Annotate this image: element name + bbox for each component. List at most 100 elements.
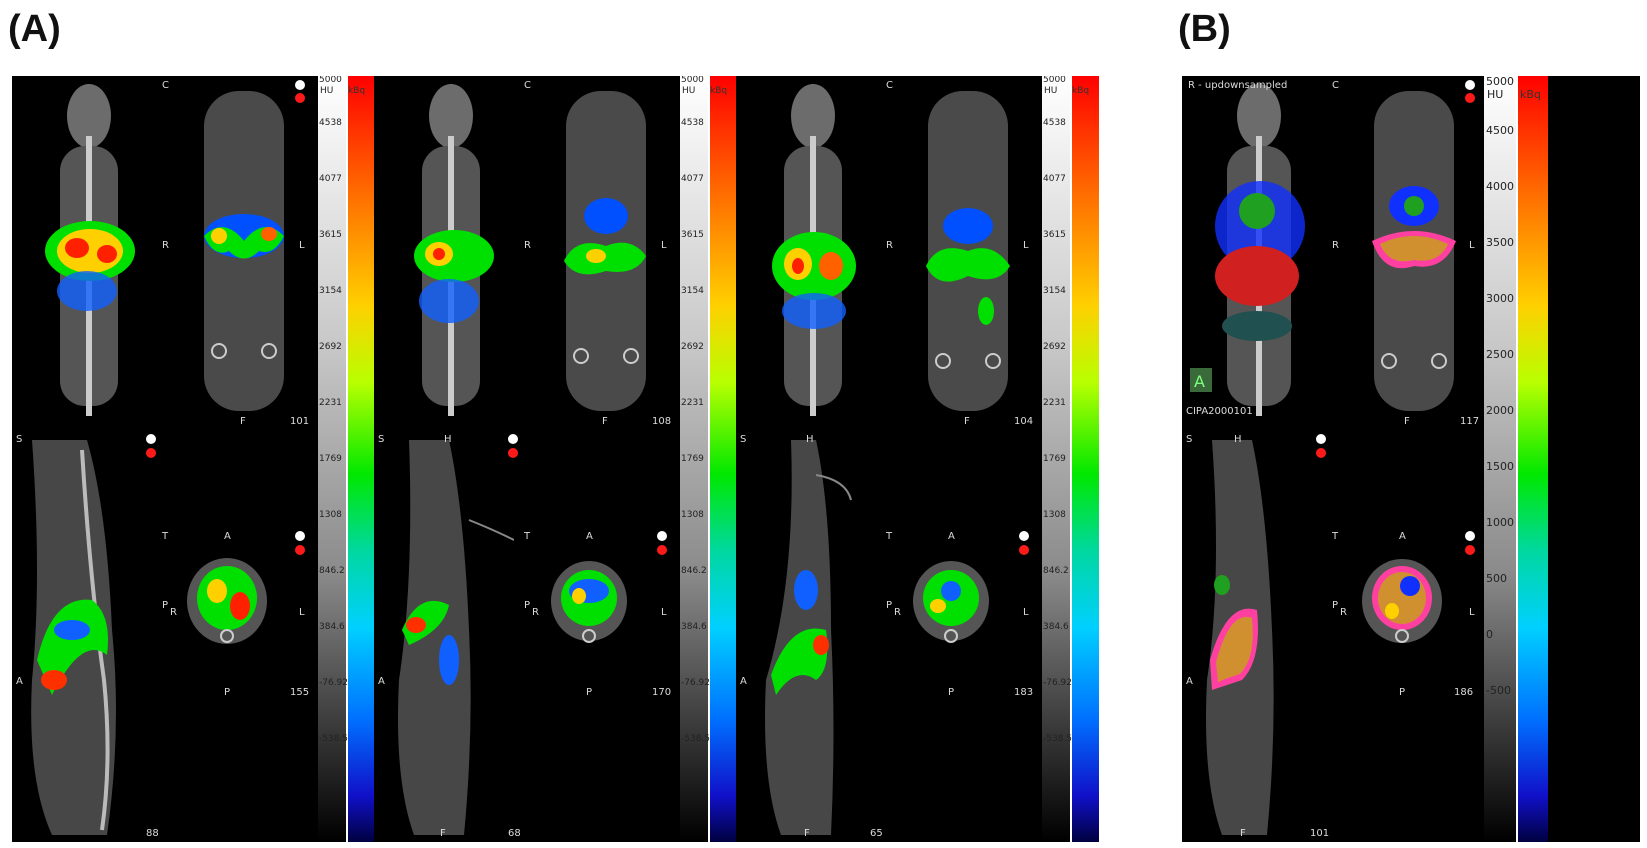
orient-p: P <box>886 600 893 611</box>
orient-l: L <box>1023 240 1029 251</box>
axial-slice-number: 170 <box>652 687 672 698</box>
orient-r: R <box>170 607 177 618</box>
orient-t: T <box>162 531 169 542</box>
orient-s: S <box>378 434 385 445</box>
orient-f: F <box>240 416 246 427</box>
white-dot-icon <box>1465 531 1475 541</box>
coronal-image <box>174 76 314 428</box>
axial-slice-number: 183 <box>1014 687 1034 698</box>
hu-tick: 384.6 <box>319 622 345 632</box>
hu-tick: 4538 <box>681 118 704 128</box>
white-dot-icon <box>1465 80 1475 90</box>
hu-tick: 4538 <box>319 118 342 128</box>
orient-l: L <box>299 607 305 618</box>
hu-tick: 2500 <box>1486 348 1514 361</box>
hu-label: HU <box>1044 86 1058 96</box>
white-dot-icon <box>295 531 305 541</box>
orient-a: A <box>948 531 955 542</box>
sagittal-slice-number: 65 <box>870 828 883 839</box>
hu-tick: 2692 <box>1043 342 1066 352</box>
orient-a: A <box>378 676 385 687</box>
orient-c: C <box>886 80 893 91</box>
red-dot-icon <box>295 545 305 555</box>
hu-tick: 1500 <box>1486 460 1514 473</box>
kbq-gradient <box>710 76 736 842</box>
colorbar-3: HU kBq 5000 4538 4077 3615 3154 2692 223… <box>1042 76 1099 842</box>
red-dot-icon <box>1316 448 1326 458</box>
orient-s: S <box>16 434 23 445</box>
orient-r: R <box>894 607 901 618</box>
hu-tick: 4077 <box>319 174 342 184</box>
panel-label-a: (A) <box>8 8 61 50</box>
orient-a: A <box>224 531 231 542</box>
hu-tick: 384.6 <box>681 622 707 632</box>
orient-p: P <box>524 600 531 611</box>
hu-gradient <box>1484 76 1516 842</box>
hu-tick: 4500 <box>1486 124 1514 137</box>
hu-tick: 3615 <box>681 230 704 240</box>
subject-3: C R L F 104 S H A F <box>736 76 1042 842</box>
hu-tick: 2231 <box>1043 398 1066 408</box>
hu-tick: 1308 <box>1043 510 1066 520</box>
orient-f: F <box>964 416 970 427</box>
panel-a: C R L F 101 S <box>12 76 1099 842</box>
hu-tick: -538.5 <box>1043 734 1073 744</box>
red-dot-icon <box>295 93 305 103</box>
orient-f: F <box>1404 416 1410 427</box>
orient-r: R <box>524 240 531 251</box>
hu-tick: 846.2 <box>1043 566 1069 576</box>
subject-2: C R L F 108 S H A F <box>374 76 680 842</box>
hu-tick: 1308 <box>681 510 704 520</box>
hu-tick: 1769 <box>319 454 342 464</box>
orient-a: A <box>740 676 747 687</box>
panel-label-b: (B) <box>1178 8 1231 50</box>
hu-label: HU <box>320 86 334 96</box>
view-title: R - updownsampled <box>1188 80 1288 91</box>
orient-c: C <box>1332 80 1339 91</box>
subject-1: C R L F 101 S <box>12 76 318 842</box>
orient-h: H <box>806 434 814 445</box>
orient-l: L <box>299 240 305 251</box>
kbq-gradient <box>348 76 374 842</box>
hu-tick: 4538 <box>1043 118 1066 128</box>
orient-a: A <box>1399 531 1406 542</box>
orient-f: F <box>440 828 446 839</box>
series-id: CIPA2000101 <box>1186 406 1253 417</box>
hu-tick: 3154 <box>319 286 342 296</box>
sagittal-image <box>374 430 514 842</box>
hu-tick: 3154 <box>1043 286 1066 296</box>
hu-tick: 1308 <box>319 510 342 520</box>
coronal-image <box>898 76 1038 428</box>
hu-label: HU <box>1487 88 1504 101</box>
orient-s: S <box>740 434 747 445</box>
axial-image <box>1342 536 1482 706</box>
hu-top: 5000 <box>681 76 704 85</box>
orient-t: T <box>524 531 531 542</box>
colorbar-2: HU kBq 5000 4538 4077 3615 3154 2692 223… <box>680 76 736 842</box>
coronal-slice-number: 108 <box>652 416 672 427</box>
orient-l: L <box>661 607 667 618</box>
sagittal-image <box>1182 430 1322 842</box>
axial-image <box>896 536 1036 706</box>
hu-tick: -76.92 <box>681 678 711 688</box>
hu-tick: 500 <box>1486 572 1507 585</box>
hu-top: 5000 <box>319 76 342 85</box>
orient-p: P <box>948 687 955 698</box>
coronal-image <box>1344 76 1484 428</box>
hu-tick: 846.2 <box>319 566 345 576</box>
hu-tick: -538.5 <box>681 734 711 744</box>
hu-tick: 1769 <box>1043 454 1066 464</box>
hu-tick: 4077 <box>681 174 704 184</box>
orient-p: P <box>1332 600 1339 611</box>
hu-tick: 846.2 <box>681 566 707 576</box>
coronal-slice-number: 104 <box>1014 416 1034 427</box>
orient-f: F <box>1240 828 1246 839</box>
white-dot-icon <box>657 531 667 541</box>
axial-slice-number: 186 <box>1454 687 1474 698</box>
hu-tick: 0 <box>1486 628 1493 641</box>
white-dot-icon <box>1316 434 1326 444</box>
orient-f: F <box>804 828 810 839</box>
hu-top: 5000 <box>1486 76 1514 88</box>
hu-label: HU <box>682 86 696 96</box>
orient-l: L <box>1023 607 1029 618</box>
